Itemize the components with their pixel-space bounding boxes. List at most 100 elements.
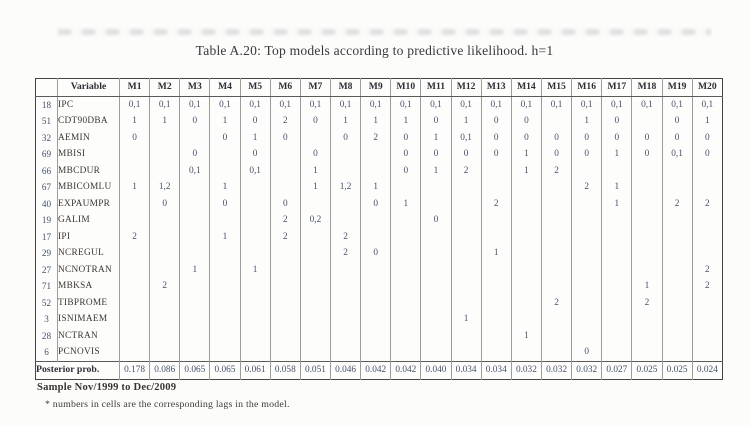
- sample-period-label: Sample Nov/1999 to Dec/2009: [37, 382, 177, 393]
- lag-cell-m5: [239, 294, 271, 311]
- lag-cell-m5: [239, 344, 271, 361]
- lag-cell-m11: [420, 228, 452, 245]
- lag-cell-m6: [269, 261, 301, 278]
- model-header-7: M7: [299, 78, 331, 97]
- lag-cell-m3: [179, 129, 210, 146]
- lag-cell-m2: [149, 311, 180, 328]
- variable-name-cell: AEMIN: [57, 129, 120, 146]
- lag-cell-m6: 2: [269, 113, 301, 130]
- lag-cell-m6: 0: [269, 195, 301, 212]
- lag-cell-m20: [691, 294, 723, 311]
- lag-cell-m14: [510, 195, 542, 212]
- lag-cell-m20: 0,1: [691, 96, 723, 113]
- model-header-9: M9: [360, 78, 391, 97]
- lag-cell-m17: 1: [601, 146, 632, 163]
- lag-cell-m3: 0: [179, 113, 210, 130]
- lag-cell-m8: 2: [329, 245, 361, 262]
- lag-cell-m12: 0,1: [450, 129, 482, 146]
- lag-cell-m15: 0: [540, 129, 572, 146]
- posterior-value-m15: 0.032: [540, 360, 572, 379]
- lag-cell-m8: 1,2: [329, 179, 361, 196]
- table-row-galim: 19 GALIM 2 0,2 0: [36, 212, 723, 229]
- lag-cell-m8: [329, 212, 361, 229]
- lag-cell-m10: 1: [390, 113, 421, 130]
- lag-cell-m4: 0: [209, 195, 241, 212]
- lag-cell-m7: [299, 228, 331, 245]
- row-number-cell: 32: [41, 132, 52, 143]
- variable-name-cell: NCTRAN: [57, 327, 120, 344]
- lag-cell-m10: [390, 179, 421, 196]
- lag-cell-m13: [480, 261, 512, 278]
- lag-cell-m6: [269, 162, 301, 179]
- lag-cell-m13: [480, 311, 512, 328]
- lag-cell-m7: [299, 294, 331, 311]
- lag-cell-m17: [601, 278, 632, 295]
- lag-cell-m15: 2: [540, 162, 572, 179]
- lag-cell-m9: [360, 278, 391, 295]
- lag-cell-m5: [239, 311, 271, 328]
- lag-cell-m8: [329, 261, 361, 278]
- lag-cell-m10: [390, 212, 421, 229]
- lag-cell-m3: [179, 245, 210, 262]
- variable-name-cell: ISNIMAEM: [57, 311, 120, 328]
- lag-cell-m18: 0: [631, 146, 663, 163]
- lag-cell-m5: 1: [239, 261, 271, 278]
- lag-cell-m1: [118, 195, 150, 212]
- lag-cell-m7: [299, 245, 331, 262]
- lag-cell-m2: [149, 294, 180, 311]
- lag-cell-m3: [179, 278, 210, 295]
- lag-cell-m2: 0,1: [149, 96, 180, 113]
- lag-cell-m6: [269, 146, 301, 163]
- lag-cell-m9: 0: [360, 195, 391, 212]
- lag-cell-m11: [420, 311, 452, 328]
- lag-cell-m20: 1: [691, 113, 723, 130]
- lag-cell-m14: [510, 212, 542, 229]
- lag-cell-m18: [631, 311, 663, 328]
- header-row: Variable M1 M2 M3 M4 M5 M6 M7 M8 M9 M10 M11 M12 M13 M1…: [35, 78, 723, 97]
- lag-cell-m9: [360, 162, 391, 179]
- lag-cell-m16: 0: [571, 344, 602, 361]
- lag-cell-m18: 0: [631, 129, 663, 146]
- lag-cell-m8: [329, 162, 361, 179]
- lag-cell-m7: 0: [299, 113, 331, 130]
- lag-cell-m7: [299, 195, 331, 212]
- lag-cell-m12: 1: [450, 311, 482, 328]
- lag-cell-m4: 1: [209, 228, 241, 245]
- variable-name-cell: MBCDUR: [57, 162, 120, 179]
- lag-cell-m5: [239, 212, 271, 229]
- lag-cell-m8: [329, 344, 361, 361]
- lag-cell-m19: [661, 212, 693, 229]
- lag-cell-m11: [420, 294, 452, 311]
- lag-cell-m4: [209, 294, 241, 311]
- lag-cell-m5: 0,1: [239, 162, 271, 179]
- lag-cell-m20: 0: [691, 129, 723, 146]
- lag-cell-m10: [390, 294, 421, 311]
- lag-cell-m6: [269, 179, 301, 196]
- lag-cell-m19: [661, 245, 693, 262]
- variable-name-cell: NCREGUL: [57, 245, 120, 262]
- lag-cell-m14: 0: [510, 129, 542, 146]
- posterior-value-m8: 0.046: [329, 360, 361, 379]
- lag-cell-m14: [510, 311, 542, 328]
- lag-cell-m9: [360, 311, 391, 328]
- lag-cell-m15: 0,1: [540, 96, 572, 113]
- lag-cell-m17: [601, 245, 632, 262]
- lag-cell-m6: 0,1: [269, 96, 301, 113]
- table-title: Table A.20: Top models according to pred…: [195, 43, 554, 58]
- lag-cell-m15: [540, 327, 572, 344]
- lag-cell-m2: [149, 327, 180, 344]
- lag-cell-m17: [601, 162, 632, 179]
- model-header-2: M2: [149, 78, 180, 97]
- lag-cell-m19: [661, 278, 693, 295]
- lag-cell-m2: 2: [149, 278, 180, 295]
- lag-cell-m7: 0: [299, 146, 331, 163]
- lag-cell-m20: [691, 311, 723, 328]
- lag-cell-m8: [329, 146, 361, 163]
- lag-cell-m20: 2: [691, 261, 723, 278]
- lag-cell-m17: [601, 294, 632, 311]
- lag-cell-m9: 2: [360, 129, 391, 146]
- model-header-5: M5: [239, 78, 271, 97]
- lag-cell-m6: [269, 278, 301, 295]
- lag-cell-m20: [691, 228, 723, 245]
- row-number-cell: 66: [41, 165, 52, 176]
